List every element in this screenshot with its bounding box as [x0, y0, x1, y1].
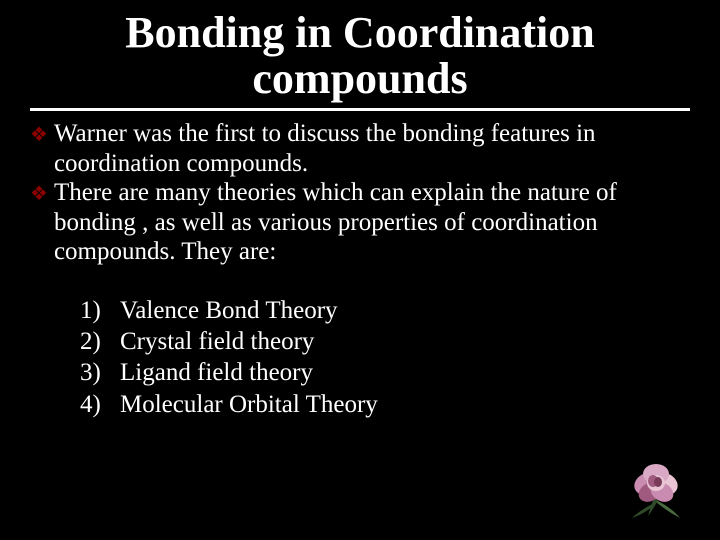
list-item: 3) Ligand field theory — [80, 357, 690, 388]
item-text: Crystal field theory — [120, 326, 690, 357]
item-number: 4) — [80, 389, 120, 420]
bullet-list: ❖ Warner was the first to discuss the bo… — [30, 119, 690, 267]
item-text: Ligand field theory — [120, 357, 690, 388]
bullet-text: Warner was the first to discuss the bond… — [54, 119, 690, 178]
slide-container: Bonding in Coordination compounds ❖ Warn… — [0, 0, 720, 540]
bullet-item: ❖ There are many theories which can expl… — [30, 178, 690, 267]
item-number: 1) — [80, 295, 120, 326]
item-number: 2) — [80, 326, 120, 357]
list-item: 4) Molecular Orbital Theory — [80, 389, 690, 420]
diamond-bullet-icon: ❖ — [30, 124, 48, 148]
title-line-2: compounds — [252, 54, 467, 103]
item-number: 3) — [80, 357, 120, 388]
item-text: Molecular Orbital Theory — [120, 389, 690, 420]
slide-title: Bonding in Coordination compounds — [30, 10, 690, 111]
list-item: 2) Crystal field theory — [80, 326, 690, 357]
item-text: Valence Bond Theory — [120, 295, 690, 326]
title-line-1: Bonding in Coordination — [125, 8, 595, 57]
bullet-text: There are many theories which can explai… — [54, 178, 690, 267]
list-item: 1) Valence Bond Theory — [80, 295, 690, 326]
numbered-list: 1) Valence Bond Theory 2) Crystal field … — [80, 295, 690, 420]
bullet-item: ❖ Warner was the first to discuss the bo… — [30, 119, 690, 178]
diamond-bullet-icon: ❖ — [30, 183, 48, 207]
rose-flower-icon — [620, 450, 692, 522]
